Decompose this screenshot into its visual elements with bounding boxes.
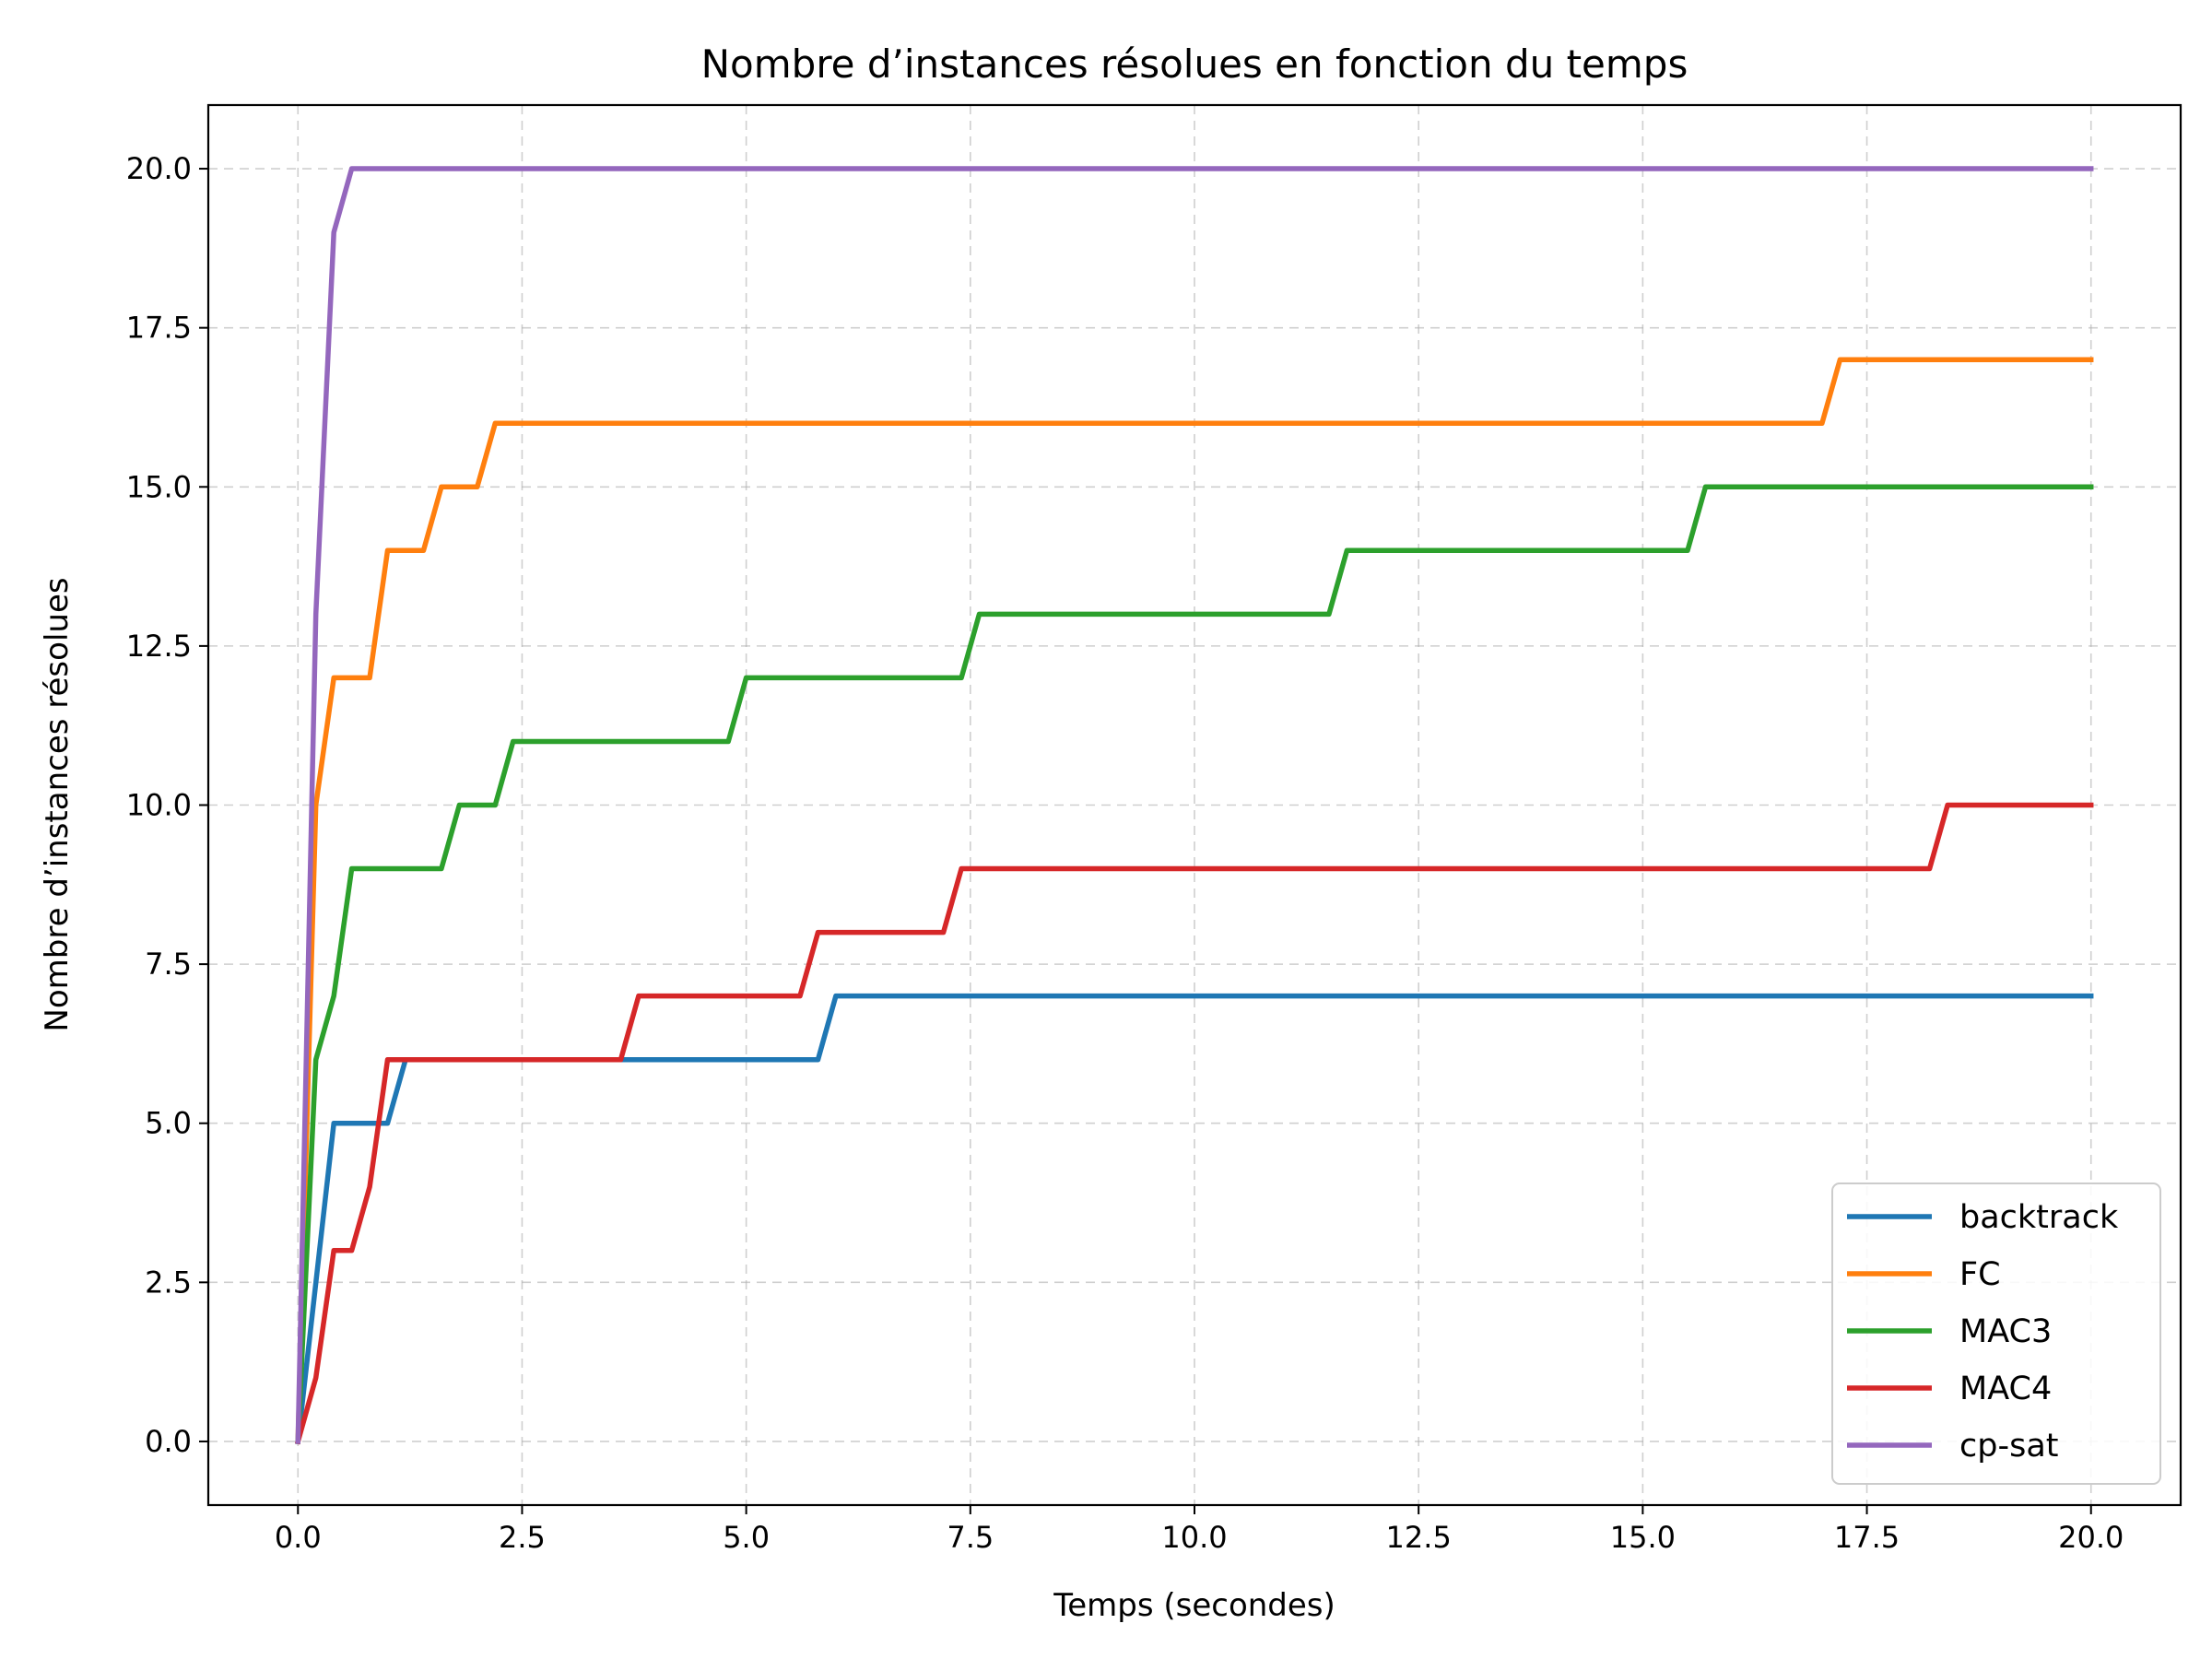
legend-label-mac4: MAC4 [1959,1371,2052,1407]
y-tick-label: 20.0 [126,151,192,186]
series-line-mac3 [295,484,2094,1444]
x-tick-label: 15.0 [1610,1520,1676,1555]
y-tick-label: 7.5 [145,947,192,982]
series-line-fc [295,357,2094,1444]
y-tick-label: 10.0 [126,788,192,823]
legend-label-fc: FC [1959,1256,2001,1293]
series-group [294,166,2094,1445]
x-tick-label: 17.5 [1834,1520,1900,1555]
y-axis-label: Nombre d’instances résolues [39,577,76,1031]
legend-label-cp-sat: cp-sat [1959,1428,2059,1465]
x-tick-label: 20.0 [2058,1520,2124,1555]
x-axis-label: Temps (secondes) [1053,1587,1335,1624]
y-tick-label: 15.0 [126,469,192,504]
x-tick-label: 5.0 [723,1520,770,1555]
x-tick-label: 0.0 [275,1520,322,1555]
x-tick-label: 10.0 [1161,1520,1227,1555]
legend-label-mac3: MAC3 [1959,1313,2052,1350]
series-line-mac4 [294,802,2094,1445]
y-axis: 0.0 2.5 5.0 7.5 10.0 12.5 15.0 17.5 20.0 [126,151,208,1459]
x-tick-label: 12.5 [1386,1520,1452,1555]
x-tick-label: 2.5 [499,1520,546,1555]
series-line-cp-sat [295,166,2094,1444]
legend: backtrack FC MAC3 MAC4 cp-sat [1831,1182,2161,1485]
x-axis: 0.0 2.5 5.0 7.5 10.0 12.5 15.0 17.5 20.0 [275,1505,2124,1555]
y-tick-label: 5.0 [145,1106,192,1141]
legend-label-backtrack: backtrack [1959,1199,2119,1236]
x-tick-label: 7.5 [947,1520,994,1555]
chart-title: Nombre d’instances résolues en fonction … [701,41,1688,87]
legend-frame [1831,1182,2161,1485]
y-tick-label: 0.0 [145,1424,192,1459]
y-tick-label: 17.5 [126,311,192,346]
y-tick-label: 2.5 [145,1265,192,1300]
y-tick-label: 12.5 [126,629,192,664]
